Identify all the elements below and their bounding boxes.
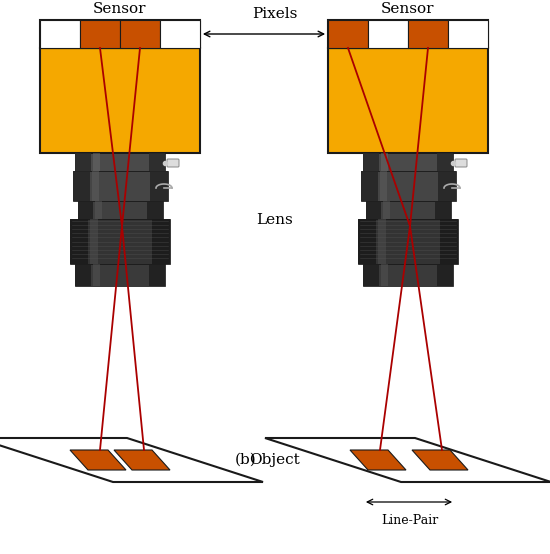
FancyBboxPatch shape: [80, 20, 120, 48]
FancyBboxPatch shape: [363, 264, 379, 286]
FancyBboxPatch shape: [363, 153, 453, 171]
Text: Pixels: Pixels: [252, 7, 298, 21]
FancyBboxPatch shape: [366, 201, 381, 219]
FancyBboxPatch shape: [381, 153, 388, 171]
Polygon shape: [114, 450, 170, 470]
FancyBboxPatch shape: [90, 219, 98, 264]
FancyBboxPatch shape: [149, 153, 165, 171]
FancyBboxPatch shape: [437, 264, 453, 286]
FancyBboxPatch shape: [95, 201, 102, 219]
FancyBboxPatch shape: [360, 171, 455, 201]
Text: (b): (b): [235, 453, 257, 467]
FancyBboxPatch shape: [152, 219, 170, 264]
FancyBboxPatch shape: [70, 219, 88, 264]
Text: Lens: Lens: [257, 213, 293, 227]
FancyBboxPatch shape: [40, 48, 200, 153]
FancyBboxPatch shape: [378, 219, 386, 264]
FancyBboxPatch shape: [328, 20, 488, 48]
FancyBboxPatch shape: [150, 171, 168, 201]
FancyBboxPatch shape: [383, 201, 389, 219]
FancyBboxPatch shape: [363, 264, 453, 286]
Text: Line-Pair: Line-Pair: [381, 514, 439, 527]
FancyBboxPatch shape: [368, 20, 408, 48]
FancyBboxPatch shape: [455, 159, 467, 167]
Text: Object: Object: [250, 453, 300, 467]
Polygon shape: [350, 450, 406, 470]
FancyBboxPatch shape: [75, 153, 165, 171]
Text: Sensor: Sensor: [94, 2, 147, 16]
FancyBboxPatch shape: [328, 48, 488, 153]
Polygon shape: [0, 438, 263, 482]
Text: Sensor: Sensor: [381, 2, 434, 16]
FancyBboxPatch shape: [75, 264, 91, 286]
FancyBboxPatch shape: [78, 201, 93, 219]
FancyBboxPatch shape: [73, 171, 168, 201]
FancyBboxPatch shape: [358, 219, 376, 264]
FancyBboxPatch shape: [70, 219, 170, 264]
FancyBboxPatch shape: [366, 201, 450, 219]
FancyBboxPatch shape: [435, 201, 450, 219]
FancyBboxPatch shape: [379, 171, 387, 201]
FancyBboxPatch shape: [75, 264, 165, 286]
FancyBboxPatch shape: [147, 201, 162, 219]
FancyBboxPatch shape: [381, 264, 388, 286]
FancyBboxPatch shape: [328, 20, 368, 48]
FancyBboxPatch shape: [408, 20, 448, 48]
FancyBboxPatch shape: [120, 20, 160, 48]
FancyBboxPatch shape: [40, 20, 200, 48]
FancyBboxPatch shape: [73, 171, 90, 201]
FancyBboxPatch shape: [160, 20, 200, 48]
FancyBboxPatch shape: [78, 201, 162, 219]
FancyBboxPatch shape: [40, 20, 80, 48]
Polygon shape: [412, 450, 468, 470]
FancyBboxPatch shape: [440, 219, 458, 264]
FancyBboxPatch shape: [75, 153, 91, 171]
FancyBboxPatch shape: [360, 171, 378, 201]
Polygon shape: [70, 450, 126, 470]
FancyBboxPatch shape: [93, 264, 101, 286]
FancyBboxPatch shape: [167, 159, 179, 167]
FancyBboxPatch shape: [92, 171, 99, 201]
FancyBboxPatch shape: [358, 219, 458, 264]
FancyBboxPatch shape: [438, 171, 455, 201]
FancyBboxPatch shape: [93, 153, 101, 171]
FancyBboxPatch shape: [437, 153, 453, 171]
FancyBboxPatch shape: [363, 153, 379, 171]
Polygon shape: [265, 438, 550, 482]
FancyBboxPatch shape: [448, 20, 488, 48]
FancyBboxPatch shape: [149, 264, 165, 286]
